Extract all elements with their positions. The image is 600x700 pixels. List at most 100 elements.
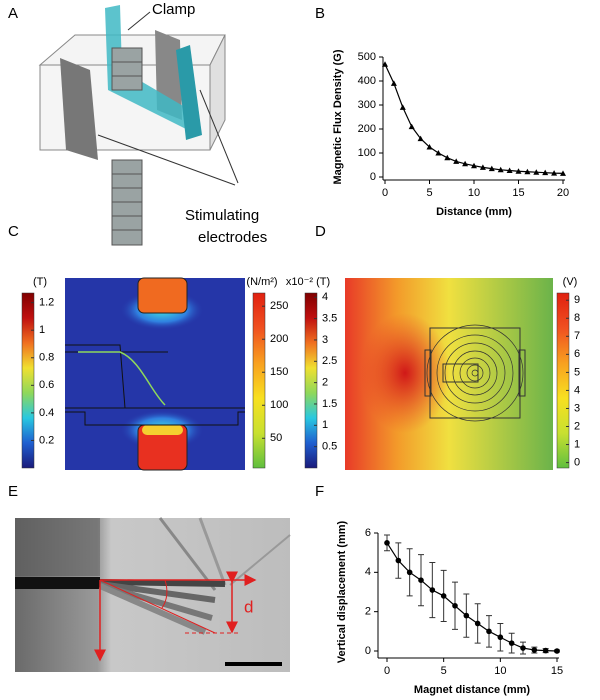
- data-point: [452, 602, 458, 609]
- contour: [444, 342, 506, 404]
- x-axis-label: Magnet distance (mm): [414, 684, 530, 696]
- magnet: [137, 277, 188, 314]
- colorbar-tick-label: 1: [322, 419, 328, 431]
- panel-label: E: [8, 483, 18, 500]
- colorbar-tick-label: 3: [322, 334, 328, 346]
- outline: [65, 344, 126, 409]
- data-point: [471, 162, 477, 169]
- y-tick-label: 2: [365, 606, 371, 618]
- electrode-outline: [518, 349, 526, 397]
- x-tick-label: 0: [384, 665, 390, 677]
- data-point: [486, 628, 492, 635]
- y-tick-label: 100: [358, 147, 376, 159]
- x-axis-label: Distance (mm): [436, 206, 512, 218]
- data-point: [395, 557, 402, 564]
- data-point: [474, 620, 481, 627]
- magnet-face: [142, 425, 183, 435]
- y-axis-label: Magnetic Flux Density (G): [332, 49, 344, 184]
- colorbar-tick-label: 2.5: [322, 355, 337, 367]
- deflection-curve: [78, 351, 166, 406]
- colorbar-tick-label: 250: [270, 300, 288, 312]
- contour: [459, 357, 491, 389]
- panel-label: A: [8, 5, 18, 22]
- data-point: [515, 168, 522, 174]
- data-point: [382, 61, 388, 67]
- clamp: [105, 5, 190, 130]
- outline: [65, 411, 245, 426]
- data-point: [506, 167, 513, 174]
- data-point: [542, 169, 549, 176]
- x-tick-label: 0: [382, 187, 388, 199]
- sample: [98, 583, 207, 635]
- colorbar: [252, 292, 266, 469]
- photo-streak: [198, 517, 227, 586]
- magnet-stack: [111, 47, 143, 91]
- colorbar-tick-label: 1: [574, 438, 580, 450]
- clamp: [176, 45, 202, 140]
- data-point: [497, 634, 504, 641]
- data-point: [444, 154, 451, 161]
- colorbar-tick-label: 8: [574, 312, 580, 324]
- y-tick-label: 0: [370, 171, 376, 183]
- data-point: [429, 587, 436, 593]
- photo: d: [15, 517, 291, 672]
- colorbar-tick-label: 100: [270, 399, 288, 411]
- angle-line: [99, 579, 216, 634]
- colorbar-tick-label: 1.2: [39, 297, 54, 309]
- colorbar-tick-label: 200: [270, 333, 288, 345]
- data-point: [542, 647, 549, 654]
- colorbar-tick-label: 2: [322, 377, 328, 389]
- colorbar-tick-label: 1: [39, 324, 45, 336]
- data-point: [453, 158, 460, 164]
- y-tick-label: 300: [358, 99, 376, 111]
- y-tick-label: 500: [358, 51, 376, 63]
- data-point: [399, 104, 406, 110]
- colorbar-tick-label: 150: [270, 366, 288, 378]
- field-map-c: [65, 277, 245, 471]
- electrode: [60, 58, 98, 160]
- clamp-bar: [15, 577, 100, 589]
- pointer-line: [127, 11, 151, 31]
- contour: [466, 364, 484, 382]
- sample: [99, 579, 226, 587]
- photo-streak: [229, 534, 291, 586]
- data-point: [520, 645, 526, 651]
- x-tick-label: 10: [468, 187, 480, 199]
- colorbar: [556, 292, 570, 469]
- colorbar-tick-label: 7: [574, 330, 580, 342]
- y-tick-label: 0: [365, 645, 371, 657]
- pointer-line: [97, 134, 236, 186]
- colorbar-tick-label: 3: [574, 402, 580, 414]
- sample: [99, 581, 216, 603]
- colorbar-unit: (V): [563, 276, 578, 288]
- y-axis-label: Vertical displacement (mm): [336, 520, 348, 663]
- data-point: [560, 170, 566, 176]
- colorbar-unit: (T): [33, 276, 47, 288]
- outline: [442, 363, 479, 383]
- x-tick-label: 10: [494, 665, 506, 677]
- data-point: [440, 593, 447, 599]
- field-map-d: [345, 278, 553, 470]
- y-tick-label: 4: [365, 566, 371, 578]
- data-point: [408, 123, 415, 130]
- colorbar-tick-label: 4: [574, 384, 580, 396]
- x-tick-label: 5: [441, 665, 447, 677]
- data-line: [384, 63, 564, 174]
- colorbar-tick-label: 0.5: [322, 441, 337, 453]
- data-point: [497, 166, 504, 173]
- scale-bar: [225, 662, 282, 666]
- colorbar-unit: (N/m²): [246, 276, 277, 288]
- electrode-label: Stimulating: [185, 207, 259, 224]
- colorbar-tick-label: 0.8: [39, 352, 54, 364]
- colorbar-tick-label: 6: [574, 348, 580, 360]
- panel-label: B: [315, 5, 325, 22]
- sample: [99, 582, 213, 621]
- data-point: [426, 144, 433, 150]
- electrode-label: electrodes: [198, 229, 267, 246]
- colorbar-tick-label: 0.4: [39, 407, 54, 419]
- data-point: [531, 647, 538, 653]
- data-point: [418, 577, 424, 583]
- contour: [436, 334, 514, 412]
- clamp-label: Clamp: [152, 1, 195, 18]
